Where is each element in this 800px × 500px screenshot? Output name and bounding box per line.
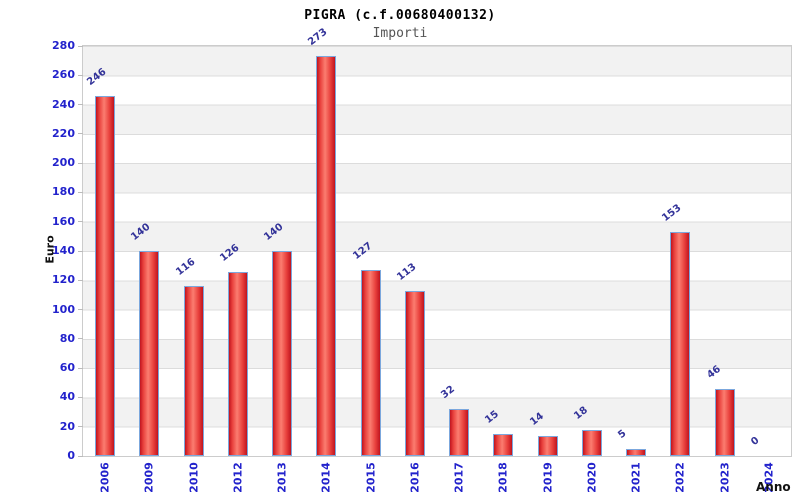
y-tick-label: 260 bbox=[52, 68, 75, 82]
bar bbox=[404, 290, 425, 456]
y-tick-mark bbox=[78, 133, 83, 135]
y-tick-mark bbox=[78, 396, 83, 398]
bar bbox=[670, 231, 691, 456]
y-tick-mark bbox=[78, 338, 83, 340]
y-tick-label: 220 bbox=[52, 126, 75, 140]
y-tick-label: 80 bbox=[59, 331, 75, 345]
x-tick-label: 2009 bbox=[142, 462, 156, 493]
y-tick-label: 180 bbox=[52, 185, 75, 199]
x-tick-label: 2016 bbox=[408, 462, 422, 493]
bar bbox=[183, 286, 204, 456]
y-tick-label: 240 bbox=[52, 97, 75, 111]
chart-subtitle: Importi bbox=[372, 26, 428, 41]
chart-title: PIGRA (c.f.00680400132) bbox=[304, 8, 496, 23]
bar bbox=[714, 388, 735, 456]
bar bbox=[227, 271, 248, 456]
y-tick-label: 280 bbox=[52, 39, 75, 52]
y-tick-mark bbox=[78, 309, 83, 311]
y-tick-label: 20 bbox=[59, 419, 75, 433]
y-tick-mark bbox=[78, 74, 83, 76]
bar-value-label: 14 bbox=[527, 410, 546, 428]
x-tick-label: 2021 bbox=[629, 462, 643, 493]
y-tick-label: 140 bbox=[52, 244, 75, 257]
y-tick-mark bbox=[78, 191, 83, 193]
x-tick-label: 2017 bbox=[452, 462, 466, 493]
bar bbox=[272, 251, 293, 456]
bar bbox=[537, 435, 558, 456]
bar bbox=[139, 251, 160, 456]
x-tick-label: 2023 bbox=[718, 462, 732, 493]
bar-value-label: 153 bbox=[660, 202, 684, 224]
y-tick-mark bbox=[78, 250, 83, 252]
y-tick-label: 160 bbox=[52, 214, 75, 228]
bar-value-label: 113 bbox=[395, 261, 419, 283]
x-tick-label: 2015 bbox=[364, 462, 378, 493]
y-tick-mark bbox=[78, 426, 83, 428]
x-tick-label: 2019 bbox=[541, 462, 555, 493]
y-tick-mark bbox=[78, 104, 83, 106]
bar bbox=[626, 448, 647, 456]
y-tick-label: 60 bbox=[59, 361, 75, 375]
y-tick-label: 120 bbox=[52, 273, 75, 287]
plot-area: 0 20 40 60 80 100 120 140 160 180 200 220 240 260 280 2… bbox=[52, 27, 792, 493]
y-tick-label: 200 bbox=[52, 156, 75, 170]
y-tick-label: 40 bbox=[59, 390, 75, 404]
bar-value-label: 18 bbox=[572, 404, 590, 422]
y-tick-mark bbox=[78, 455, 83, 457]
x-tick-label: 2013 bbox=[275, 462, 289, 493]
y-axis-title: Euro bbox=[43, 235, 57, 264]
bar bbox=[360, 270, 381, 456]
bar bbox=[493, 434, 514, 456]
bar bbox=[316, 56, 337, 456]
bar-value-label: 246 bbox=[85, 66, 109, 88]
x-tick-label: 2014 bbox=[319, 462, 333, 493]
x-tick-label: 2018 bbox=[496, 462, 510, 493]
y-tick-mark bbox=[78, 45, 83, 47]
y-tick-mark bbox=[78, 279, 83, 281]
y-tick-mark bbox=[78, 221, 83, 223]
x-tick-label: 2020 bbox=[585, 462, 599, 493]
x-tick-label: 2006 bbox=[98, 462, 112, 493]
bar-value-label: 32 bbox=[439, 383, 458, 402]
y-tick-mark bbox=[78, 367, 83, 369]
x-tick-label: 2010 bbox=[187, 462, 201, 493]
bar-value-label: 126 bbox=[218, 241, 242, 264]
bar-value-label: 15 bbox=[483, 408, 502, 427]
bar bbox=[449, 409, 470, 456]
bar-value-label: 140 bbox=[262, 221, 286, 243]
x-tick-label: 2022 bbox=[673, 462, 687, 493]
bar-value-label: 0 bbox=[749, 435, 762, 448]
bar-value-label: 127 bbox=[350, 240, 375, 263]
bar-value-label: 46 bbox=[704, 363, 723, 381]
bar-value-label: 140 bbox=[129, 221, 153, 243]
bar bbox=[581, 429, 602, 456]
x-axis-title: Anno bbox=[756, 480, 791, 494]
bar-value-label: 5 bbox=[616, 427, 629, 441]
y-tick-mark bbox=[78, 162, 83, 164]
bar-value-label: 116 bbox=[173, 256, 198, 279]
y-tick-label: 100 bbox=[52, 302, 75, 316]
y-tick-label: 0 bbox=[67, 449, 75, 462]
bar bbox=[95, 95, 116, 456]
x-tick-label: 2012 bbox=[231, 462, 245, 493]
